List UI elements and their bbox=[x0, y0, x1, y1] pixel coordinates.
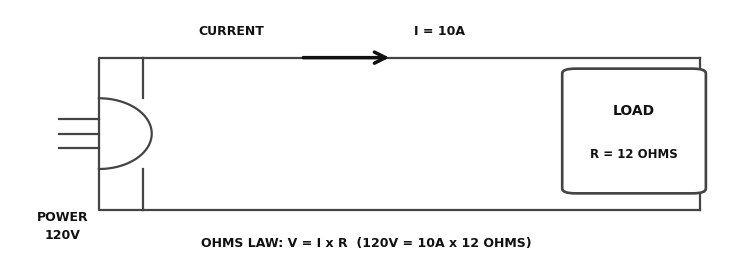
Text: R = 12 OHMS: R = 12 OHMS bbox=[590, 148, 678, 161]
Text: 120V: 120V bbox=[45, 229, 80, 242]
Text: CURRENT: CURRENT bbox=[198, 25, 264, 38]
Text: OHMS LAW: V = I x R  (120V = 10A x 12 OHMS): OHMS LAW: V = I x R (120V = 10A x 12 OHM… bbox=[201, 237, 532, 250]
Text: LOAD: LOAD bbox=[613, 104, 655, 118]
Text: POWER: POWER bbox=[37, 211, 88, 224]
FancyBboxPatch shape bbox=[562, 69, 706, 193]
Text: I = 10A: I = 10A bbox=[414, 25, 465, 38]
